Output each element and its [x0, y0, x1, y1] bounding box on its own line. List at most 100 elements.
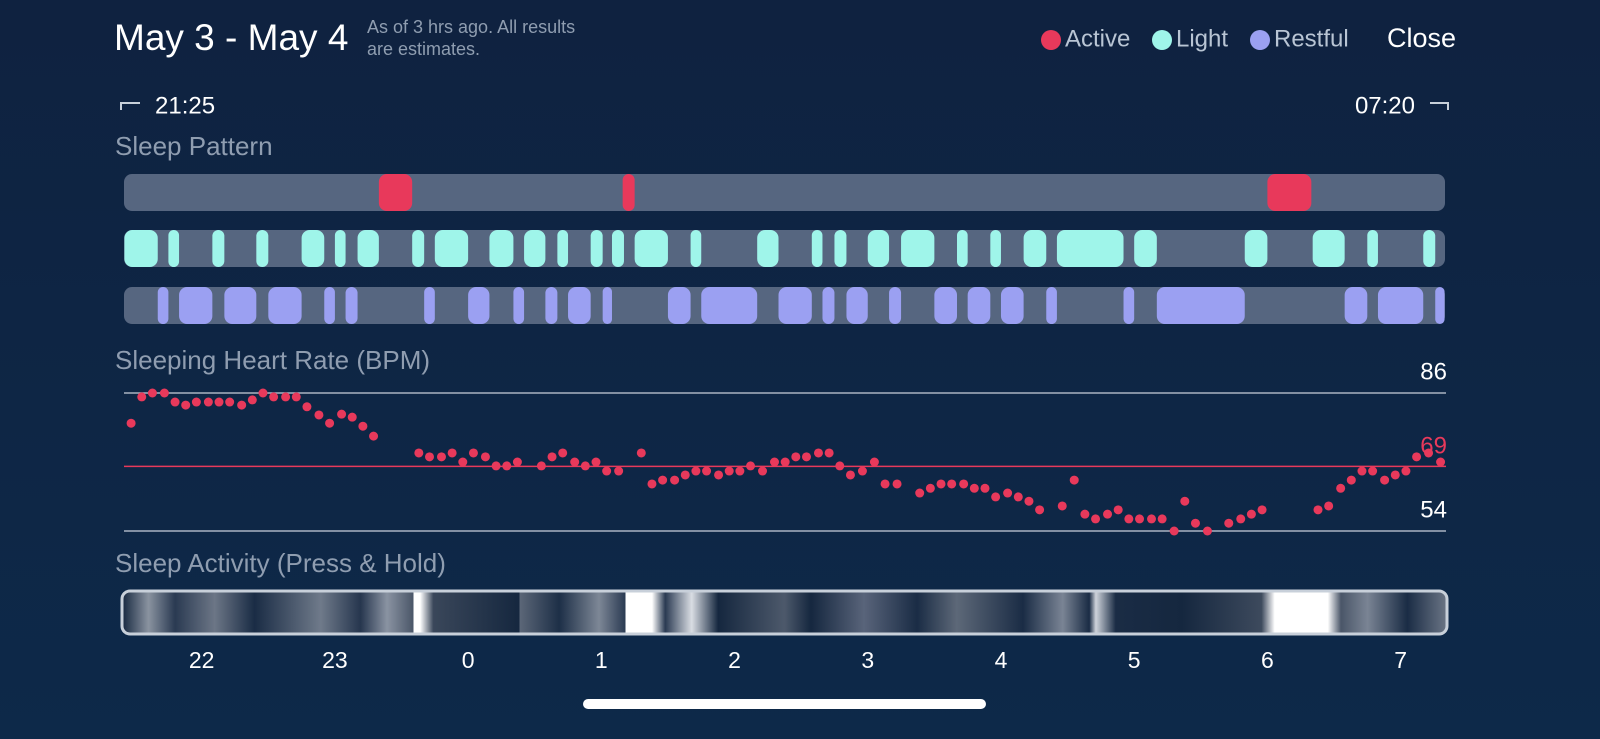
heart-rate-dot — [602, 466, 612, 476]
sleep-segment — [412, 230, 425, 267]
heart-rate-dot — [1180, 496, 1190, 506]
heart-rate-dot — [137, 392, 147, 402]
sleep-segment — [168, 230, 180, 267]
heart-rate-dot — [791, 452, 801, 462]
heart-rate-dot — [1146, 514, 1156, 524]
sleep-segment — [324, 287, 335, 324]
sleep-segment — [901, 230, 935, 267]
heart-rate-dot — [1368, 466, 1378, 476]
sleep-segment — [524, 230, 546, 267]
x-tick-label: 1 — [595, 647, 608, 673]
heart-rate-dot — [1313, 505, 1323, 515]
heart-rate-dot — [181, 400, 191, 410]
heart-rate-dot — [1124, 514, 1134, 524]
heart-rate-dot — [126, 418, 136, 428]
heart-rate-dot — [468, 448, 478, 458]
average-label: 69 — [1420, 433, 1447, 460]
section-title: Sleep Activity (Press & Hold) — [115, 548, 446, 578]
x-tick-label: 7 — [1394, 647, 1407, 673]
heart-rate-dot — [614, 466, 624, 476]
heart-rate-dot — [414, 448, 424, 458]
heart-rate-dot — [880, 479, 890, 489]
sleep-segment — [1312, 230, 1345, 267]
sleep-segment — [990, 230, 1001, 267]
sleep-segment — [1156, 287, 1245, 324]
heart-rate-dot — [314, 410, 324, 420]
heart-rate-dot — [925, 483, 935, 493]
heart-rate-dot — [1424, 448, 1434, 458]
x-tick-label: 22 — [189, 647, 215, 673]
heart-rate-dot — [1069, 475, 1079, 485]
heart-rate-dot — [658, 475, 668, 485]
heart-rate-dot — [892, 479, 902, 489]
heart-rate-dot — [291, 392, 301, 402]
sleep-segment — [634, 230, 668, 267]
heart-rate-dot — [835, 461, 845, 471]
heart-rate-dot — [670, 475, 680, 485]
heart-rate-dot — [636, 448, 646, 458]
sleep-segment — [757, 230, 779, 267]
heart-rate-dot — [1057, 501, 1067, 511]
heart-rate-dot — [959, 479, 969, 489]
sleep-segment — [778, 287, 812, 324]
heart-rate-dot — [302, 402, 312, 412]
sleep-segment — [1267, 174, 1312, 211]
sleep-segment — [301, 230, 325, 267]
heart-rate-dot — [147, 388, 157, 398]
heart-rate-dot — [936, 479, 946, 489]
x-tick-label: 23 — [322, 647, 348, 673]
heart-rate-dot — [780, 457, 790, 467]
heart-rate-dot — [258, 388, 268, 398]
sleep-segment — [212, 230, 225, 267]
start-time: 21:25 — [155, 92, 215, 119]
heart-rate-dot — [347, 412, 357, 422]
heart-rate-dot — [845, 470, 855, 480]
sleep-segment — [224, 287, 257, 324]
heart-rate-dot — [225, 397, 235, 407]
heart-rate-dot — [159, 388, 169, 398]
sleep-segment — [424, 287, 435, 324]
sleep-segment — [545, 287, 558, 324]
heart-rate-dot — [491, 461, 501, 471]
heart-rate-dot — [1224, 518, 1234, 528]
sleep-segment — [1056, 230, 1124, 267]
sleep-segment — [334, 230, 346, 267]
activity-strip[interactable] — [120, 589, 1449, 636]
close-button[interactable]: Close — [1387, 23, 1456, 53]
heart-rate-dot — [580, 461, 590, 471]
heart-rate-dot — [269, 392, 279, 402]
sleep-segment — [1000, 287, 1024, 324]
sleep-segment — [1244, 230, 1268, 267]
sleep-segment — [834, 230, 847, 267]
heart-rate-dot — [325, 418, 335, 428]
sleep-segment — [513, 287, 525, 324]
x-tick-label: 2 — [728, 647, 741, 673]
heart-rate-dot — [1246, 509, 1256, 519]
heart-rate-dot — [824, 448, 834, 458]
heart-rate-dot — [337, 409, 347, 419]
note-line: As of 3 hrs ago. All results — [367, 17, 575, 37]
heart-rate-dot — [680, 470, 690, 480]
heart-rate-dot — [857, 466, 867, 476]
sleep-segment — [1344, 287, 1368, 324]
legend-label: Active — [1065, 25, 1130, 52]
sleep-segment — [611, 230, 624, 267]
sleep-segment — [1423, 230, 1436, 267]
heart-rate-dot — [813, 448, 823, 458]
heart-rate-dot — [1380, 475, 1390, 485]
end-time: 07:20 — [1355, 92, 1415, 119]
sleep-segment — [1134, 230, 1157, 267]
heart-rate-dot — [758, 466, 768, 476]
sleep-segment — [667, 287, 691, 324]
heart-rate-dot — [1336, 483, 1346, 493]
heart-rate-dot — [1390, 470, 1400, 480]
heart-rate-dot — [191, 397, 201, 407]
heart-rate-dot — [647, 479, 657, 489]
heart-rate-dot — [1346, 475, 1356, 485]
heart-rate-dot — [1113, 505, 1123, 515]
heart-rate-dot — [801, 452, 811, 462]
x-tick-label: 5 — [1128, 647, 1141, 673]
sleep-segment — [967, 287, 991, 324]
x-tick-label: 3 — [861, 647, 874, 673]
